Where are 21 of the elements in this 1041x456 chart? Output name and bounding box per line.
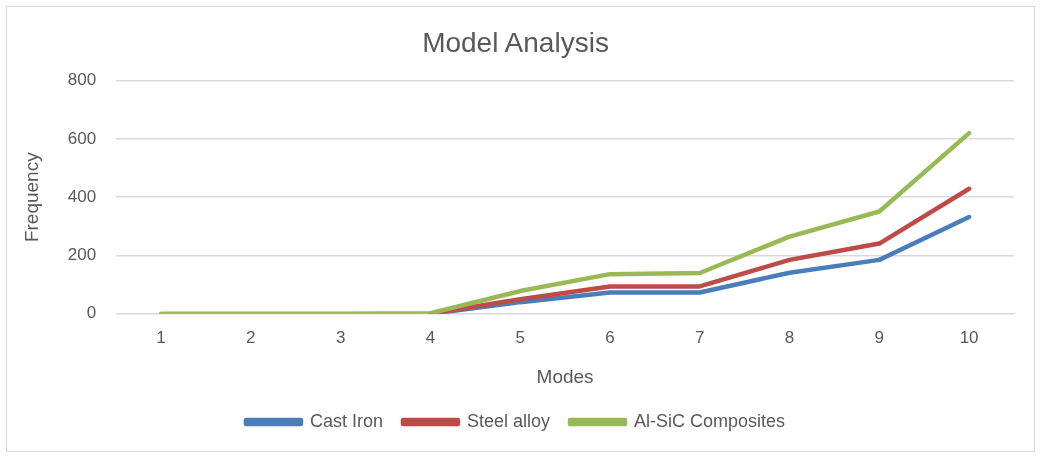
x-tick-label: 2 bbox=[246, 327, 256, 347]
x-axis-title: Modes bbox=[536, 365, 594, 387]
y-tick-label: 800 bbox=[67, 70, 97, 90]
chart-title: Model Analysis bbox=[422, 26, 609, 58]
x-tick-label: 4 bbox=[425, 327, 436, 347]
legend-label: Al-SiC Composites bbox=[634, 410, 786, 431]
y-tick-label: 0 bbox=[86, 303, 97, 323]
x-tick-label: 5 bbox=[515, 327, 525, 347]
x-tick-label: 6 bbox=[605, 327, 615, 347]
x-tick-label: 1 bbox=[156, 327, 166, 347]
legend-label: Steel alloy bbox=[466, 410, 551, 431]
y-axis-title: Frequency bbox=[20, 151, 42, 243]
x-tick-label: 10 bbox=[959, 327, 979, 347]
x-tick-label: 8 bbox=[784, 327, 795, 347]
legend-label: Cast Iron bbox=[309, 410, 383, 431]
y-tick-label: 200 bbox=[67, 245, 97, 265]
y-tick-label: 400 bbox=[67, 186, 97, 206]
x-tick-label: 3 bbox=[335, 327, 346, 347]
x-tick-label: 7 bbox=[695, 327, 705, 347]
y-tick-label: 600 bbox=[67, 128, 97, 148]
x-tick-label: 9 bbox=[874, 327, 885, 347]
